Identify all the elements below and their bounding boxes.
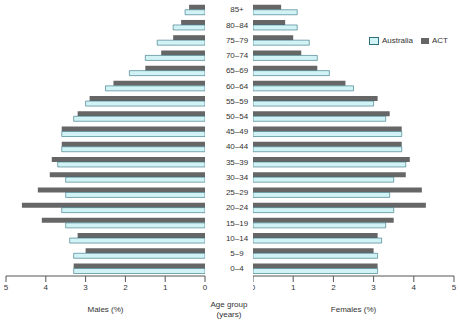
html-text:Females (%): Females (%)	[330, 305, 377, 314]
svg-text:35–39: 35–39	[226, 158, 249, 167]
svg-text:2: 2	[331, 283, 336, 292]
svg-text:0–4: 0–4	[230, 264, 244, 273]
svg-text:45–49: 45–49	[226, 127, 249, 136]
svg-text:5–9: 5–9	[230, 249, 244, 258]
svg-text:1: 1	[163, 283, 168, 292]
svg-text:25–29: 25–29	[226, 188, 249, 197]
svg-text:5: 5	[452, 283, 453, 292]
html-text:Males (%): Males (%)	[87, 305, 124, 314]
svg-text:15–19: 15–19	[226, 219, 249, 228]
svg-text:5: 5	[8, 283, 9, 292]
svg-text:3: 3	[83, 283, 88, 292]
svg-text:1: 1	[291, 283, 296, 292]
svg-text:55–59: 55–59	[226, 97, 249, 106]
svg-text:3: 3	[371, 283, 376, 292]
svg-text:30–34: 30–34	[226, 173, 249, 182]
html-text:Age group (years): Age group (years)	[210, 300, 248, 319]
svg-text:60–64: 60–64	[226, 82, 249, 91]
svg-text:50–54: 50–54	[226, 112, 249, 121]
svg-text:85+: 85+	[230, 5, 244, 14]
svg-text:40–44: 40–44	[226, 142, 249, 151]
svg-text:70–74: 70–74	[226, 51, 249, 60]
svg-text:0: 0	[253, 283, 256, 292]
svg-text:10–14: 10–14	[226, 234, 249, 243]
svg-text:0: 0	[203, 283, 208, 292]
svg-text:4: 4	[412, 283, 417, 292]
svg-text:75–79: 75–79	[226, 36, 249, 45]
html-text:ACT: ACT	[432, 36, 448, 45]
html-text:Australia: Australia	[381, 36, 413, 45]
svg-text:20–24: 20–24	[226, 203, 249, 212]
svg-text:4: 4	[44, 283, 49, 292]
svg-text:80–84: 80–84	[226, 21, 249, 30]
svg-text:65–69: 65–69	[226, 66, 249, 75]
svg-text:2: 2	[123, 283, 128, 292]
